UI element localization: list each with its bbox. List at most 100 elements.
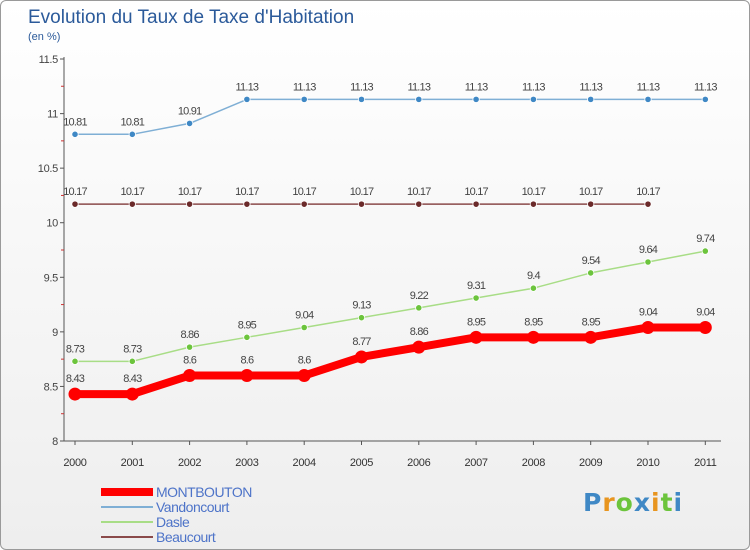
data-point-beaucourt-3 (243, 200, 251, 208)
data-label-dasle-5: 9.13 (352, 300, 371, 312)
y-tick-label-2: 9 (52, 327, 58, 339)
data-label-montbouton-2: 8.6 (183, 355, 197, 367)
data-point-beaucourt-0 (71, 200, 79, 208)
data-point-montbouton-5 (355, 350, 368, 364)
data-point-dasle-0 (71, 357, 79, 365)
x-tick-label-10: 2010 (636, 457, 659, 469)
data-label-vandoncourt-11: 11.13 (694, 81, 717, 93)
series-line-dasle (74, 250, 707, 363)
data-label-beaucourt-7: 10.17 (464, 186, 488, 198)
data-point-dasle-11 (701, 247, 709, 255)
data-label-montbouton-7: 8.95 (467, 316, 486, 328)
legend-label-vandoncourt: Vandoncourt (156, 499, 229, 515)
data-point-beaucourt-4 (300, 200, 308, 208)
data-label-vandoncourt-5: 11.13 (350, 81, 373, 93)
data-point-dasle-3 (243, 333, 251, 341)
data-point-beaucourt-10 (644, 200, 652, 208)
data-point-vandoncourt-9 (587, 95, 595, 103)
data-point-dasle-2 (186, 343, 194, 351)
data-point-vandoncourt-2 (186, 119, 194, 127)
data-point-vandoncourt-8 (529, 95, 538, 103)
data-label-dasle-0: 8.73 (66, 343, 85, 355)
data-label-dasle-3: 8.95 (238, 319, 257, 331)
legend-label-beaucourt: Beaucourt (156, 529, 216, 545)
data-point-dasle-5 (357, 314, 366, 322)
data-label-dasle-1: 8.73 (123, 343, 142, 355)
data-point-beaucourt-7 (472, 200, 480, 208)
data-label-dasle-11: 9.74 (696, 233, 715, 245)
data-label-dasle-9: 9.54 (582, 255, 601, 267)
proxiti-logo: Proxiti (583, 488, 683, 517)
data-point-dasle-8 (529, 284, 538, 292)
data-point-montbouton-6 (412, 340, 426, 354)
data-label-montbouton-5: 8.77 (352, 336, 371, 348)
logo-letter: r (602, 488, 616, 517)
y-tick-label-3: 9.5 (44, 272, 59, 284)
data-point-montbouton-9 (584, 330, 598, 344)
data-point-vandoncourt-0 (71, 130, 79, 138)
chart-subtitle: (en %) (28, 31, 61, 43)
data-label-montbouton-6: 8.86 (410, 326, 429, 338)
data-point-dasle-6 (415, 304, 423, 312)
data-label-beaucourt-0: 10.17 (63, 186, 87, 198)
logo-letter: t (660, 488, 674, 517)
data-point-vandoncourt-1 (128, 130, 136, 138)
data-label-vandoncourt-2: 10.91 (178, 105, 202, 117)
data-label-dasle-10: 9.64 (639, 244, 658, 256)
x-tick-label-11: 2011 (694, 457, 717, 469)
legend-swatch-dasle (101, 521, 153, 523)
x-tick-label-5: 2005 (350, 457, 373, 469)
data-point-montbouton-1 (125, 387, 139, 401)
data-point-beaucourt-2 (186, 200, 194, 208)
x-tick-label-3: 2003 (235, 457, 258, 469)
data-point-montbouton-0 (68, 387, 82, 401)
x-tick-label-7: 2007 (464, 457, 487, 469)
data-point-vandoncourt-10 (644, 95, 652, 103)
data-label-vandoncourt-10: 11.13 (637, 81, 660, 93)
data-label-vandoncourt-8: 11.13 (522, 81, 545, 93)
x-tick-label-1: 2001 (121, 457, 144, 469)
data-point-montbouton-8 (526, 330, 540, 344)
y-tick-label-1: 8.5 (44, 381, 59, 393)
data-label-dasle-8: 9.4 (527, 270, 541, 282)
logo-letter: i (651, 488, 661, 517)
data-label-beaucourt-4: 10.17 (292, 186, 316, 198)
data-point-montbouton-2 (183, 369, 197, 383)
data-point-vandoncourt-11 (701, 95, 709, 103)
data-label-beaucourt-5: 10.17 (350, 186, 374, 198)
data-point-dasle-4 (300, 323, 308, 332)
legend-swatch-montbouton (101, 488, 153, 496)
data-label-montbouton-9: 8.95 (582, 316, 601, 328)
data-label-beaucourt-1: 10.17 (121, 186, 145, 198)
data-point-montbouton-11 (698, 320, 712, 334)
data-label-vandoncourt-4: 11.13 (293, 81, 316, 93)
data-point-beaucourt-6 (415, 200, 423, 208)
logo-letter: x (633, 488, 651, 517)
data-point-dasle-7 (472, 294, 480, 302)
y-tick-label-7: 11.5 (39, 54, 59, 66)
data-label-beaucourt-10: 10.17 (636, 186, 660, 198)
data-label-beaucourt-6: 10.17 (407, 186, 431, 198)
data-point-vandoncourt-3 (243, 95, 251, 103)
x-tick-label-9: 2009 (579, 457, 602, 469)
data-point-beaucourt-8 (529, 200, 538, 208)
legend-swatch-vandoncourt (101, 506, 153, 508)
data-point-montbouton-4 (297, 369, 311, 383)
data-label-beaucourt-2: 10.17 (178, 186, 202, 198)
data-label-beaucourt-8: 10.17 (522, 186, 546, 198)
x-tick-label-0: 2000 (63, 457, 86, 469)
data-label-vandoncourt-7: 11.13 (465, 81, 488, 93)
data-label-beaucourt-3: 10.17 (235, 186, 259, 198)
data-point-beaucourt-5 (357, 200, 366, 208)
data-point-beaucourt-1 (128, 200, 136, 208)
x-tick-label-4: 2004 (293, 457, 316, 469)
data-point-dasle-1 (128, 357, 136, 365)
logo-letter: P (583, 488, 603, 517)
y-tick-label-4: 10 (46, 218, 58, 230)
y-tick-label-5: 10.5 (38, 163, 58, 175)
data-point-montbouton-7 (469, 330, 483, 344)
legend-label-montbouton: MONTBOUTON (156, 484, 252, 500)
x-tick-label-2: 2002 (178, 457, 201, 469)
